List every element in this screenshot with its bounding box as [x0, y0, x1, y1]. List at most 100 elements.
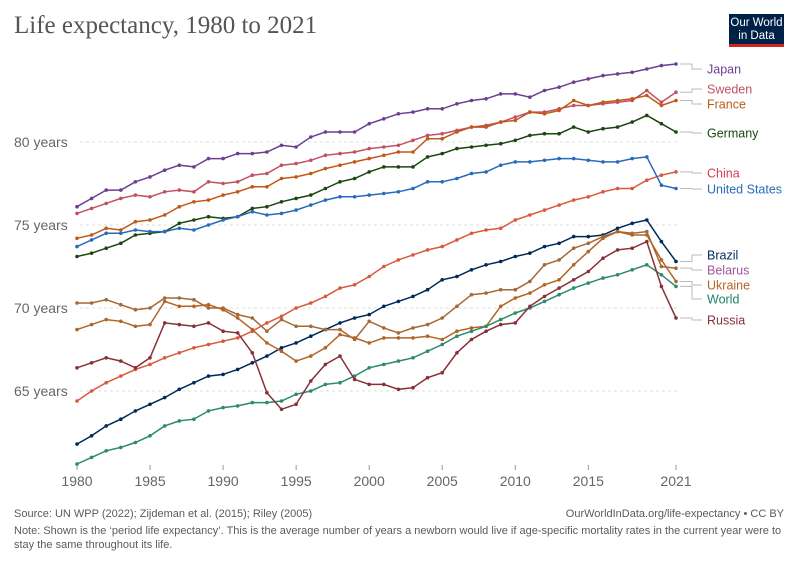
data-point[interactable] [396, 336, 401, 340]
data-point[interactable] [630, 186, 634, 191]
data-point[interactable] [557, 108, 561, 113]
data-point[interactable] [586, 158, 591, 163]
data-point[interactable] [206, 321, 211, 325]
data-point[interactable] [645, 93, 649, 98]
data-point[interactable] [425, 136, 430, 141]
data-point[interactable] [133, 180, 138, 184]
data-point[interactable] [630, 70, 634, 75]
data-point[interactable] [148, 362, 152, 367]
data-point[interactable] [75, 211, 79, 216]
data-point[interactable] [659, 258, 664, 262]
data-point[interactable] [498, 141, 503, 146]
data-point[interactable] [162, 168, 167, 172]
data-point[interactable] [542, 244, 547, 249]
data-point[interactable] [411, 385, 415, 390]
data-point[interactable] [440, 337, 445, 342]
data-point[interactable] [279, 211, 284, 216]
data-point[interactable] [645, 178, 649, 182]
data-point[interactable] [119, 445, 123, 450]
data-point[interactable] [104, 201, 108, 206]
series-germany[interactable] [75, 113, 678, 259]
data-point[interactable] [528, 291, 532, 295]
data-point[interactable] [528, 279, 532, 284]
data-point[interactable] [367, 156, 372, 161]
data-point[interactable] [192, 218, 196, 222]
data-point[interactable] [542, 299, 547, 304]
data-point[interactable] [498, 304, 503, 309]
data-point[interactable] [192, 324, 196, 329]
series-brazil[interactable] [75, 218, 678, 446]
data-point[interactable] [235, 336, 240, 340]
data-point[interactable] [586, 234, 591, 239]
data-point[interactable] [440, 370, 445, 375]
data-point[interactable] [367, 146, 372, 151]
data-point[interactable] [265, 329, 269, 334]
data-point[interactable] [309, 158, 313, 163]
data-point[interactable] [484, 97, 488, 101]
data-point[interactable] [192, 228, 196, 232]
data-point[interactable] [382, 326, 386, 330]
data-point[interactable] [645, 229, 649, 234]
data-point[interactable] [323, 166, 328, 171]
data-point[interactable] [571, 278, 576, 282]
data-point[interactable] [104, 226, 108, 231]
data-point[interactable] [133, 307, 138, 312]
data-point[interactable] [498, 120, 503, 124]
data-point[interactable] [484, 329, 488, 334]
data-point[interactable] [309, 379, 313, 383]
data-point[interactable] [352, 377, 357, 382]
data-point[interactable] [469, 171, 474, 176]
data-point[interactable] [104, 246, 108, 250]
data-point[interactable] [250, 173, 255, 177]
data-point[interactable] [352, 130, 357, 134]
data-point[interactable] [440, 244, 445, 249]
data-point[interactable] [557, 278, 561, 282]
data-point[interactable] [674, 259, 678, 264]
data-point[interactable] [484, 170, 488, 174]
data-point[interactable] [177, 296, 182, 300]
data-point[interactable] [75, 236, 79, 241]
data-point[interactable] [645, 233, 649, 237]
data-point[interactable] [425, 349, 430, 354]
data-point[interactable] [645, 88, 649, 93]
data-point[interactable] [674, 284, 678, 289]
data-point[interactable] [630, 156, 634, 161]
data-point[interactable] [542, 263, 547, 267]
data-point[interactable] [645, 218, 649, 222]
data-point[interactable] [235, 190, 240, 194]
data-point[interactable] [571, 263, 576, 267]
data-point[interactable] [206, 342, 211, 347]
data-point[interactable] [367, 121, 372, 126]
owid-logo[interactable]: Our World in Data [729, 14, 784, 47]
data-point[interactable] [425, 180, 430, 184]
data-point[interactable] [89, 301, 94, 305]
data-point[interactable] [119, 319, 123, 324]
data-point[interactable] [192, 165, 196, 169]
series-line[interactable] [76, 94, 677, 240]
data-point[interactable] [235, 367, 240, 372]
data-point[interactable] [133, 219, 138, 224]
data-point[interactable] [601, 256, 605, 261]
data-point[interactable] [294, 145, 298, 149]
data-point[interactable] [396, 258, 401, 262]
data-point[interactable] [89, 251, 94, 255]
data-point[interactable] [206, 302, 211, 307]
data-point[interactable] [177, 221, 182, 226]
data-point[interactable] [455, 238, 459, 242]
data-point[interactable] [148, 322, 152, 327]
data-point[interactable] [162, 395, 167, 400]
data-point[interactable] [265, 341, 269, 345]
data-point[interactable] [162, 299, 167, 304]
data-point[interactable] [615, 273, 620, 277]
data-point[interactable] [469, 329, 474, 334]
data-point[interactable] [513, 118, 518, 123]
data-point[interactable] [440, 131, 445, 136]
data-point[interactable] [557, 241, 561, 246]
data-point[interactable] [425, 155, 430, 159]
data-point[interactable] [265, 321, 269, 325]
data-point[interactable] [338, 180, 342, 184]
data-point[interactable] [177, 387, 182, 392]
data-point[interactable] [674, 316, 678, 320]
data-point[interactable] [674, 130, 678, 134]
data-point[interactable] [279, 314, 284, 319]
